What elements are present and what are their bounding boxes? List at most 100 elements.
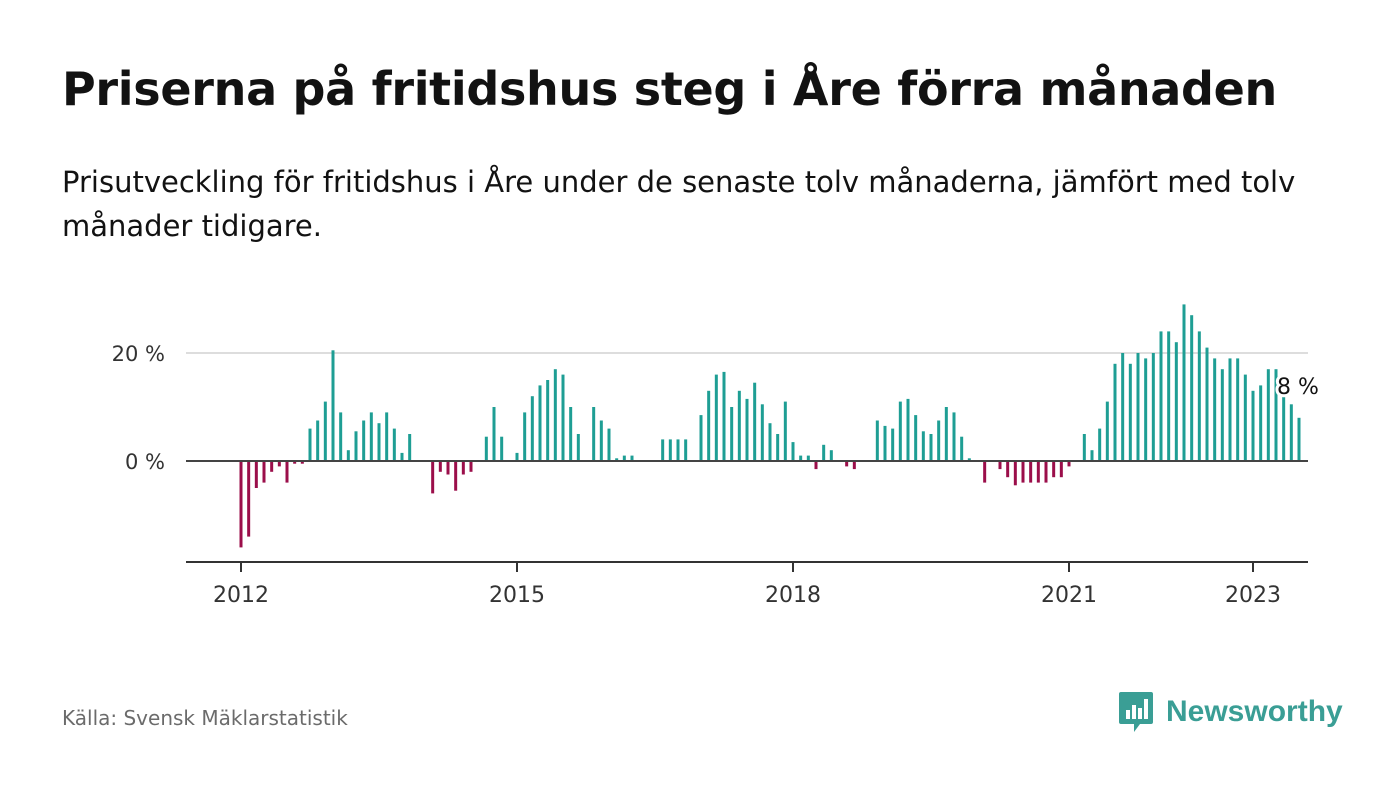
x-tick-label: 2018: [765, 583, 821, 608]
bar: [354, 431, 358, 461]
bar: [1190, 315, 1194, 461]
bar: [799, 455, 803, 461]
bar: [791, 442, 795, 461]
bar: [1128, 363, 1132, 461]
bar: [362, 420, 366, 461]
bar: [707, 390, 711, 461]
bar: [806, 455, 810, 461]
bar: [730, 407, 734, 461]
bar: [530, 396, 534, 461]
bar: [308, 428, 312, 461]
bar: [538, 385, 542, 461]
bar: [607, 428, 611, 461]
bar: [822, 444, 826, 461]
bar: [875, 420, 879, 461]
bar: [1243, 374, 1247, 461]
brand[interactable]: Newsworthy: [1118, 690, 1343, 734]
bar: [906, 398, 910, 461]
bar: [277, 461, 281, 467]
bar: [523, 412, 527, 461]
bar: [630, 455, 634, 461]
bar: [438, 461, 442, 472]
bar: [814, 461, 818, 470]
bar: [1220, 369, 1224, 461]
bar: [914, 415, 918, 461]
chart-title: Priserna på fritidshus steg i Åre förra …: [62, 62, 1278, 116]
bar: [1289, 404, 1293, 461]
y-tick-label: 0 %: [125, 450, 165, 474]
x-tick-label: 2021: [1041, 583, 1097, 608]
bar: [400, 452, 404, 461]
bar: [921, 431, 925, 461]
bar: [561, 374, 565, 461]
bar: [1136, 353, 1140, 461]
bar: [492, 407, 496, 461]
bar: [331, 350, 335, 461]
bar: [676, 439, 680, 461]
newsworthy-logo-icon: [1119, 692, 1153, 732]
bar: [615, 458, 619, 461]
bar: [776, 434, 780, 461]
bar: [592, 407, 596, 461]
bar: [1205, 347, 1209, 461]
bar: [768, 423, 772, 461]
bar: [431, 461, 435, 494]
bar: [469, 461, 473, 472]
bar: [576, 434, 580, 461]
bar: [323, 401, 327, 461]
bar: [661, 439, 665, 461]
bar: [553, 369, 557, 461]
bar: [1044, 461, 1048, 483]
bar: [1236, 358, 1240, 461]
bar: [515, 452, 519, 461]
bar: [1266, 369, 1270, 461]
bar: [385, 412, 389, 461]
bar: [829, 450, 833, 461]
bar: [569, 407, 573, 461]
bar: [1029, 461, 1033, 483]
bar: [753, 382, 757, 461]
bar: [408, 434, 412, 461]
chart-subtitle: Prisutveckling för fritidshus i Åre unde…: [62, 165, 1296, 243]
bar: [1251, 390, 1255, 461]
bar: [446, 461, 450, 475]
bar: [1006, 461, 1010, 478]
bar: [1159, 331, 1163, 461]
bar-chart: 0 % 20 % 2012 2015 2018 2021 2023 8 %: [111, 304, 1319, 608]
bar: [1144, 358, 1148, 461]
bar: [714, 374, 718, 461]
bar: [1228, 358, 1232, 461]
bar: [1067, 461, 1071, 467]
bar: [737, 390, 741, 461]
source-note: Källa: Svensk Mäklarstatistik: [62, 706, 348, 730]
bar: [262, 461, 266, 483]
bar: [1082, 434, 1086, 461]
bar: [898, 401, 902, 461]
bar: [599, 420, 603, 461]
bar: [852, 461, 856, 470]
bar: [722, 371, 726, 461]
bar: [929, 434, 933, 461]
bar: [293, 461, 297, 464]
bar: [1059, 461, 1063, 478]
bar: [745, 398, 749, 461]
bar: [270, 461, 274, 472]
bar: [247, 461, 251, 537]
bar: [1297, 417, 1301, 461]
bar: [944, 407, 948, 461]
bar: [668, 439, 672, 461]
bar: [1105, 401, 1109, 461]
bar: [1282, 396, 1286, 461]
bar: [960, 436, 964, 461]
bar: [1052, 461, 1056, 478]
bar: [937, 420, 941, 461]
bar: [1197, 331, 1201, 461]
bar: [1259, 385, 1263, 461]
bar: [369, 412, 373, 461]
bar: [484, 436, 488, 461]
bar: [1274, 369, 1278, 461]
bar: [891, 428, 895, 461]
bar: [1182, 304, 1186, 461]
y-tick-label: 20 %: [112, 342, 165, 366]
x-tick-label: 2012: [213, 583, 269, 608]
